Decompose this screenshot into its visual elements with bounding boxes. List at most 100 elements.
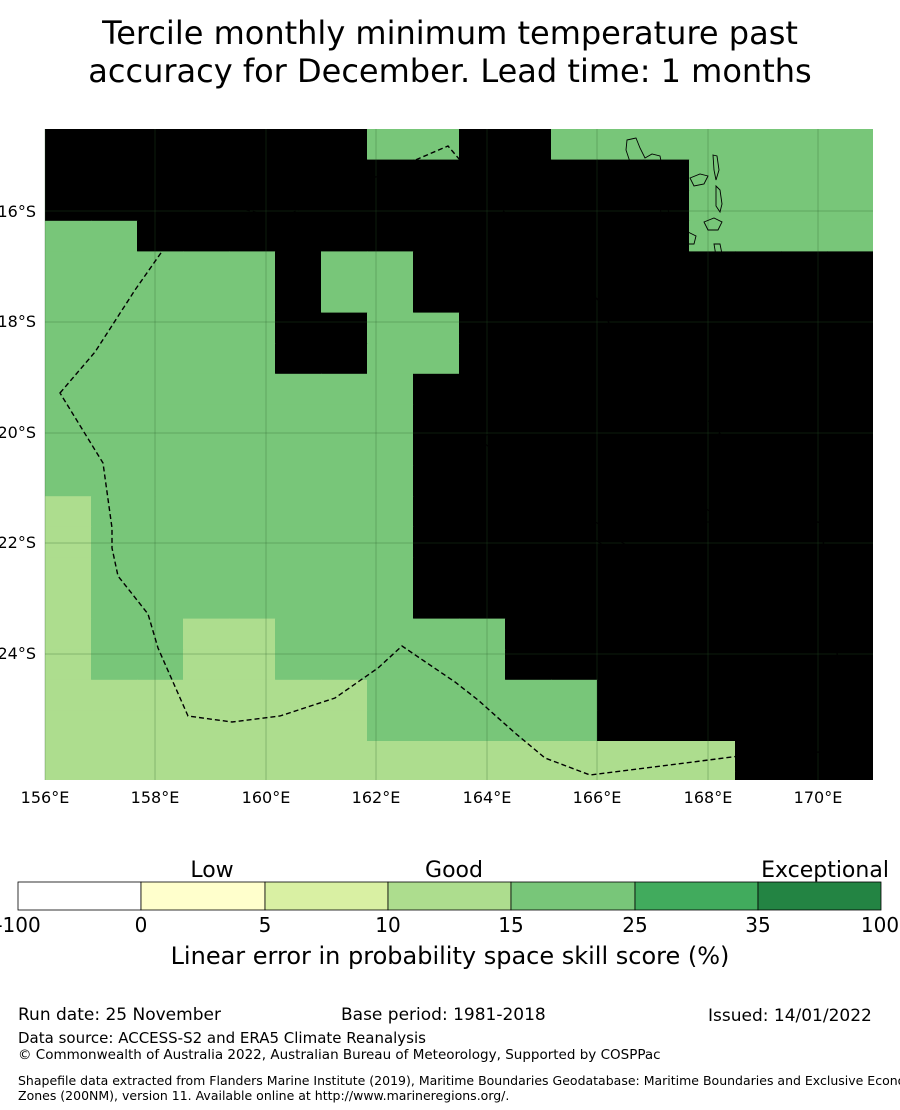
grid-cell [91, 404, 138, 436]
eez-boundary [59, 145, 849, 776]
ouvea [619, 455, 632, 471]
grid-cell [505, 496, 552, 528]
grid-cell [275, 190, 322, 222]
grid-cell [183, 588, 230, 620]
grid-cell [321, 282, 368, 314]
grid-cell [735, 710, 782, 742]
grid-cell [275, 435, 322, 467]
grid-cell [781, 649, 828, 681]
grid-cell [413, 159, 460, 191]
grid-cell [229, 679, 276, 711]
coastlines [462, 137, 832, 583]
grid-cell [551, 251, 598, 283]
grid-cell [91, 649, 138, 681]
grid-cell [91, 343, 138, 375]
grid-cell [781, 465, 828, 497]
data-source: Data source: ACCESS-S2 and ERA5 Climate … [18, 1029, 426, 1047]
grid-cell [735, 312, 782, 344]
grid-cell [597, 679, 644, 711]
grid-cell [551, 557, 598, 589]
grid-cell [643, 649, 690, 681]
grid-cell [551, 159, 598, 191]
grid-cell [873, 343, 900, 374]
grid-cell [321, 312, 368, 344]
grid-cell [367, 741, 414, 773]
grid-cell [781, 343, 828, 375]
grid-cell [275, 343, 322, 375]
grid-cell [321, 373, 368, 405]
grid-cell [137, 526, 184, 558]
grid-cell [505, 649, 552, 681]
grid-cell [413, 741, 460, 773]
grid-cell [459, 129, 506, 161]
grid-cell [183, 435, 230, 467]
grid-cell [321, 404, 368, 436]
grid-cell [827, 373, 873, 405]
grid-cell [597, 312, 644, 344]
grid-cell [91, 710, 138, 742]
grid-cell [275, 220, 322, 252]
shapefile-credit-line-1: Shapefile data extracted from Flanders M… [18, 1073, 900, 1088]
grid-cell [827, 159, 873, 191]
grid-cell [873, 710, 900, 741]
colorbar-swatch [634, 881, 759, 911]
colorbar-label-exceptional: Exceptional [761, 858, 889, 883]
grid-cell [735, 220, 782, 252]
grid-cell [413, 373, 460, 405]
grid-cell [827, 190, 873, 222]
grid-cell [827, 312, 873, 344]
grid-cell [321, 588, 368, 620]
grid-cell [367, 435, 414, 467]
grid-cell [597, 159, 644, 191]
grid-cell [275, 649, 322, 681]
grid-cell [735, 190, 782, 222]
longitude-labels: 156°E 158°E 160°E 162°E 164°E 166°E 168°… [21, 788, 843, 807]
grid-cell [735, 496, 782, 528]
grid-cell [827, 465, 873, 497]
grid-cell [689, 251, 736, 283]
grid-cell [321, 435, 368, 467]
grid-cell [643, 404, 690, 436]
grid-cell [689, 465, 736, 497]
grid-cell [781, 771, 828, 780]
grid-cell [137, 373, 184, 405]
grid-cell [275, 373, 322, 405]
tanna [775, 395, 789, 413]
grid-cell [505, 373, 552, 405]
grid-cell [321, 649, 368, 681]
colorbar-title: Linear error in probability space skill … [170, 942, 730, 970]
grid-cell [229, 618, 276, 650]
grid-cell [229, 220, 276, 252]
grid-cell [597, 251, 644, 283]
grid-cell [505, 251, 552, 283]
grid-cell [643, 679, 690, 711]
grid-cell [45, 312, 92, 344]
grid-cell [597, 496, 644, 528]
grid-cell [137, 771, 184, 780]
grid-cell [413, 710, 460, 742]
grid-cell [459, 251, 506, 283]
colorbar-tick: 100 [861, 913, 899, 937]
grid-cell [551, 312, 598, 344]
grid-cell [413, 282, 460, 314]
grid-cell [321, 557, 368, 589]
grid-cell [45, 526, 92, 558]
small-isle-3 [791, 391, 796, 396]
grid-cell [229, 526, 276, 558]
grid-cell [275, 588, 322, 620]
grid-cell [873, 221, 900, 252]
grid-cell [321, 465, 368, 497]
grid-cell [643, 251, 690, 283]
grid-cell [45, 679, 92, 711]
grid-cell [137, 312, 184, 344]
grid-cell [689, 649, 736, 681]
grid-cell [781, 404, 828, 436]
grid-cell [367, 129, 414, 161]
grid-cell [597, 649, 644, 681]
colorbar-swatch [17, 881, 142, 911]
grid-cell [505, 159, 552, 191]
grid-cell [275, 679, 322, 711]
grid-cell [827, 220, 873, 252]
grid-cell [91, 251, 138, 283]
grid-cell [275, 312, 322, 344]
